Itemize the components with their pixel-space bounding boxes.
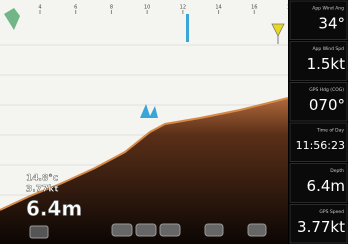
speed: 3.77kt — [26, 185, 59, 195]
panel-value: 070° — [309, 96, 345, 114]
depth: 6.4m — [26, 197, 82, 221]
toolbar-button[interactable] — [160, 224, 180, 236]
scale-label: 16 — [251, 5, 257, 11]
panel-value: 6.4m — [307, 177, 345, 195]
scale-label: 4 — [38, 5, 41, 11]
menu-button[interactable] — [30, 226, 48, 238]
sonar-return — [186, 14, 189, 42]
scale-label: 12 — [180, 5, 186, 11]
panel-label: App Wind Ang — [312, 6, 344, 12]
panel-value: 34° — [318, 15, 345, 33]
panel-label: Time of Day — [316, 128, 344, 134]
panel-label: Depth — [330, 168, 344, 174]
water-temp: 14.8°c — [26, 174, 58, 184]
panel-value: 3.77kt — [297, 218, 345, 236]
scale-label: 10 — [144, 5, 150, 11]
panel-label: GPS Speed — [319, 209, 344, 215]
toolbar-button[interactable] — [112, 224, 132, 236]
panel-value: 11:56:23 — [296, 139, 345, 152]
panel-label: App Wind Spd — [312, 46, 344, 52]
page: 4681012141618 14.8°c 3.77kt 6.4m App Win… — [0, 0, 348, 244]
toolbar-button[interactable] — [205, 224, 223, 236]
toolbar-button[interactable] — [248, 224, 266, 236]
panel-label: GPS Hdg (COG) — [309, 87, 344, 93]
scale-label: 8 — [110, 5, 113, 11]
sonar-screen: 4681012141618 14.8°c 3.77kt 6.4m App Win… — [0, 0, 348, 244]
scale-label: 14 — [215, 5, 221, 11]
toolbar-button[interactable] — [136, 224, 156, 236]
panel-value: 1.5kt — [307, 55, 346, 73]
scale-label: 6 — [74, 5, 77, 11]
